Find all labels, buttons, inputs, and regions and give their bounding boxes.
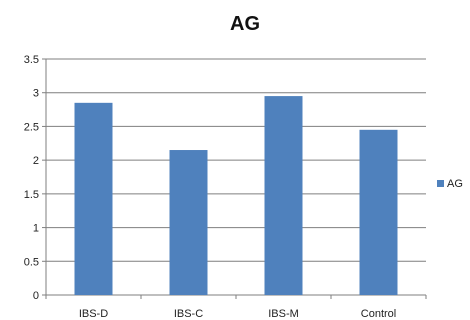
- x-tick-labels: IBS-D IBS-C IBS-M Control: [79, 308, 396, 320]
- chart-title: AG: [230, 13, 260, 35]
- legend-swatch: [437, 180, 444, 187]
- bar-control: [359, 129, 398, 295]
- bars: [74, 96, 398, 295]
- y-tick-label: 0: [33, 290, 39, 302]
- y-tick-labels: 0 0.5 1 1.5 2 2.5 3 3.5: [24, 54, 39, 302]
- y-tick-label: 2.5: [24, 121, 39, 133]
- y-tick-label: 0.5: [24, 256, 39, 268]
- bar-ibs-d: [74, 102, 113, 295]
- y-tick-label: 1.5: [24, 189, 39, 201]
- x-tick-label: IBS-D: [79, 308, 108, 320]
- y-tick-label: 2: [33, 155, 39, 167]
- bar-ibs-m: [264, 96, 303, 295]
- y-tick-label: 3.5: [24, 54, 39, 66]
- legend-label: AG: [447, 178, 463, 190]
- x-tick-label: Control: [361, 308, 396, 320]
- y-tick-label: 3: [33, 88, 39, 100]
- bar-ibs-c: [169, 150, 208, 295]
- legend: AG: [437, 178, 463, 190]
- x-tick-label: IBS-C: [174, 308, 203, 320]
- y-tick-label: 1: [33, 223, 39, 235]
- x-tick-label: IBS-M: [268, 308, 299, 320]
